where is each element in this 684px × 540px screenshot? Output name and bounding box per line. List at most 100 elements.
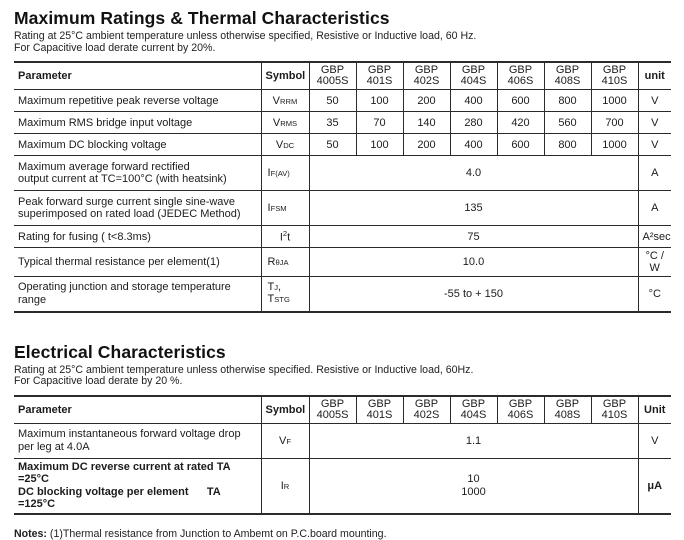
table-row: Rating for fusing ( t<8.3ms) I2t 75 A²se… xyxy=(14,225,671,248)
unit-cell: A xyxy=(637,190,671,226)
parameter-cell: Maximum repetitive peak reverse voltage xyxy=(18,94,219,107)
model-header: GBP 406S xyxy=(496,395,544,424)
value-cell: 50 xyxy=(308,89,356,112)
table-header-row: Parameter Symbol GBP 4005S GBP 401S GBP 402… xyxy=(14,395,671,424)
value-cell: 800 xyxy=(543,133,591,156)
model-header: GBP 410S xyxy=(590,62,638,90)
unit-cell: V xyxy=(637,423,671,459)
model-header: GBP 401S xyxy=(355,395,403,424)
section2-subtitle-2: For Capacitive load derate by 20 %. xyxy=(14,375,183,388)
value-span-cell: 10.0 xyxy=(308,247,638,277)
unit-cell: V xyxy=(637,89,671,112)
unit-header: unit xyxy=(637,62,671,90)
value-cell: 1000 xyxy=(590,89,638,112)
model-header: GBP 404S xyxy=(449,395,497,424)
value-span-cell: 4.0 xyxy=(308,155,638,191)
value-cell: 70 xyxy=(355,111,403,134)
parameter-cell: Maximum instantaneous forward voltage dr… xyxy=(18,428,241,453)
model-header: GBP 404S xyxy=(449,62,497,90)
value-cell: 400 xyxy=(449,89,497,112)
value-cell: 140 xyxy=(402,111,450,134)
value-cell: 400 xyxy=(449,133,497,156)
symbol-cell: VRRM xyxy=(260,89,309,112)
parameter-cell: Maximum average forward rectified output… xyxy=(18,160,227,186)
parameter-cell: Peak forward surge current single sine-w… xyxy=(18,195,241,221)
symbol-cell: VRMS xyxy=(260,111,309,134)
table-row: Maximum average forward rectified output… xyxy=(14,155,671,191)
parameter-header: Parameter xyxy=(18,403,72,416)
model-header: GBP 402S xyxy=(402,62,450,90)
table-row: Typical thermal resistance per element(1… xyxy=(14,247,671,277)
value-span-cell: 75 xyxy=(308,225,638,248)
notes-label: Notes: xyxy=(14,527,47,540)
value-cell: 600 xyxy=(496,133,544,156)
symbol-cell: TJ, TSTG xyxy=(260,276,309,312)
symbol-header: Symbol xyxy=(260,62,309,90)
electrical-characteristics-table: Parameter Symbol GBP 4005S GBP 401S GBP 402… xyxy=(14,394,671,515)
symbol-cell: IR xyxy=(260,458,309,514)
model-header: GBP 406S xyxy=(496,62,544,90)
symbol-cell: I2t xyxy=(260,225,309,248)
parameter-cell: Maximum DC reverse current at rated TA =… xyxy=(18,460,231,511)
value-span-cell: 1.1 xyxy=(308,423,638,459)
value-cell: 280 xyxy=(449,111,497,134)
value-cell: 800 xyxy=(543,89,591,112)
table-row: Maximum RMS bridge input voltage VRMS 35… xyxy=(14,111,671,134)
symbol-cell: IFSM xyxy=(260,190,309,226)
section1-subtitle-2: For Capacitive load derate current by 20… xyxy=(14,41,216,54)
unit-cell: μA xyxy=(637,458,671,514)
unit-cell: °C xyxy=(637,276,671,312)
model-header: GBP 4005S xyxy=(308,395,356,424)
symbol-cell: RθJA xyxy=(260,247,309,277)
unit-cell: V xyxy=(637,111,671,134)
parameter-cell: Maximum DC blocking voltage xyxy=(18,138,167,151)
model-header: GBP 410S xyxy=(590,395,638,424)
value-cell: 200 xyxy=(402,89,450,112)
parameter-cell: Rating for fusing ( t<8.3ms) xyxy=(18,230,151,243)
model-header: GBP 408S xyxy=(543,395,591,424)
unit-cell: °C / W xyxy=(637,247,671,277)
section2-title: Electrical Characteristics xyxy=(14,341,226,362)
value-cell: 50 xyxy=(308,133,356,156)
table-row: Maximum repetitive peak reverse voltage … xyxy=(14,89,671,112)
model-header: GBP 401S xyxy=(355,62,403,90)
unit-cell: A²sec xyxy=(637,225,671,248)
value-span-cell: 10 1000 xyxy=(308,458,638,514)
unit-header: Unit xyxy=(637,395,671,424)
value-cell: 1000 xyxy=(590,133,638,156)
symbol-header: Symbol xyxy=(260,395,309,424)
model-header: GBP 408S xyxy=(543,62,591,90)
value-cell: 420 xyxy=(496,111,544,134)
value-span-cell: 135 xyxy=(308,190,638,226)
table-header-row: Parameter Symbol GBP 4005S GBP 401S GBP 402… xyxy=(14,62,671,90)
model-header: GBP 4005S xyxy=(308,62,356,90)
symbol-cell: IF(AV) xyxy=(260,155,309,191)
value-cell: 560 xyxy=(543,111,591,134)
table-row: Operating junction and storage temperatu… xyxy=(14,276,671,312)
value-cell: 700 xyxy=(590,111,638,134)
table-row: Maximum instantaneous forward voltage dr… xyxy=(14,423,671,459)
section1-subtitle-1: Rating at 25°C ambient temperature unles… xyxy=(14,30,477,42)
max-ratings-table: Parameter Symbol GBP 4005S GBP 401S GBP 402… xyxy=(14,61,671,313)
section1-title: Maximum Ratings & Thermal Characteristic… xyxy=(14,8,390,28)
parameter-header: Parameter xyxy=(18,70,72,83)
value-cell: 35 xyxy=(308,111,356,134)
symbol-cell: VF xyxy=(260,423,309,459)
parameter-cell: Typical thermal resistance per element(1… xyxy=(18,256,220,269)
section2-subtitle-1: Rating at 25°C ambient temperature unles… xyxy=(14,363,474,376)
value-cell: 200 xyxy=(402,133,450,156)
unit-cell: V xyxy=(637,133,671,156)
model-header: GBP 402S xyxy=(402,395,450,424)
value-span-cell: -55 to + 150 xyxy=(308,276,638,312)
value-cell: 600 xyxy=(496,89,544,112)
value-cell: 100 xyxy=(355,89,403,112)
table-row: Maximum DC blocking voltage VDC 50 100 2… xyxy=(14,133,671,156)
value-cell: 100 xyxy=(355,133,403,156)
parameter-cell: Maximum RMS bridge input voltage xyxy=(18,116,193,129)
unit-cell: A xyxy=(637,155,671,191)
notes-text: (1)Thermal resistance from Junction to A… xyxy=(46,527,387,540)
notes: Notes: (1)Thermal resistance from Juncti… xyxy=(14,528,671,540)
table-row: Maximum DC reverse current at rated TA =… xyxy=(14,458,671,514)
symbol-cell: VDC xyxy=(260,133,309,156)
